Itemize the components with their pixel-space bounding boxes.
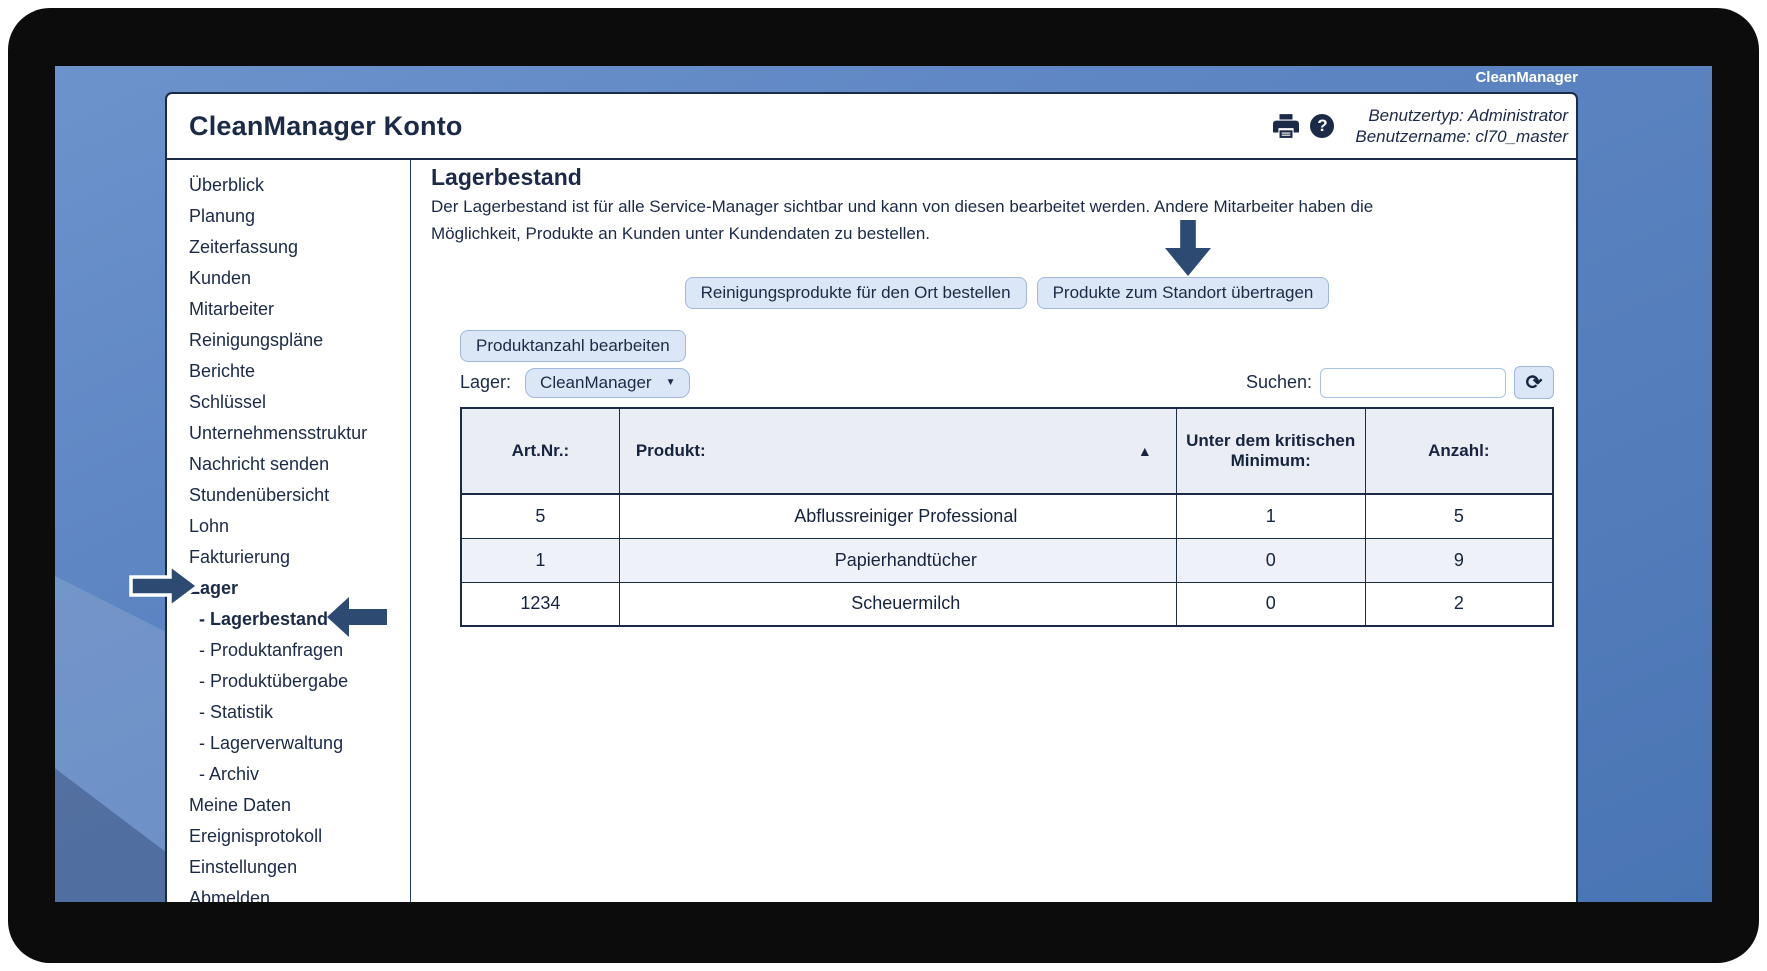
sidebar-item-mitarbeiter[interactable]: Mitarbeiter	[189, 299, 275, 319]
sidebar-item-zeiterfassung[interactable]: Zeiterfassung	[189, 237, 299, 257]
print-button[interactable]	[1273, 113, 1300, 139]
user-type: Benutzertyp: Administrator	[1368, 106, 1568, 125]
cell-minimum: 0	[1175, 537, 1366, 583]
desktop-background: CleanManager CleanManager Konto	[55, 66, 1712, 902]
header-artnr[interactable]: Art.Nr.:	[460, 407, 620, 495]
description-line-1: Der Lagerbestand ist für alle Service-Ma…	[431, 197, 1374, 216]
cell-anzahl: 2	[1364, 581, 1554, 627]
sidebar-item-lagerverwaltung[interactable]: - Lagerverwaltung	[199, 733, 344, 753]
sidebar-item-lagerbestand[interactable]: - Lagerbestand	[199, 609, 329, 629]
refresh-icon: ⟳	[1525, 372, 1543, 394]
header-kritisches-minimum[interactable]: Unter dem kritischen Minimum:	[1175, 407, 1366, 495]
window-header: CleanManager Konto ?	[167, 94, 1576, 160]
sidebar-item-reinigungsplaene[interactable]: Reinigungspläne	[189, 330, 324, 350]
inventory-table: Art.Nr.: Produkt: ▲ Unter dem kritischen…	[460, 407, 1554, 627]
sidebar-item-lohn[interactable]: Lohn	[189, 516, 230, 536]
sidebar-item-nachricht-senden[interactable]: Nachricht senden	[189, 454, 330, 474]
cell-produkt: Scheuermilch	[618, 581, 1177, 627]
lager-select-value: CleanManager	[540, 372, 652, 392]
section-description: Der Lagerbestand ist für alle Service-Ma…	[431, 193, 1576, 247]
cell-minimum: 1	[1175, 493, 1366, 539]
table-row: 1 Papierhandtücher 0 9	[460, 537, 1554, 583]
table-header-row: Art.Nr.: Produkt: ▲ Unter dem kritischen…	[460, 407, 1554, 495]
order-products-button[interactable]: Reinigungsprodukte für den Ort bestellen	[684, 277, 1027, 309]
cell-artnr: 5	[460, 493, 620, 539]
browser-brand-label: CleanManager	[1475, 69, 1578, 86]
cell-anzahl: 5	[1364, 493, 1554, 539]
refresh-button[interactable]: ⟳	[1514, 366, 1554, 399]
header-produkt-label: Produkt:	[635, 441, 706, 460]
sidebar-item-planung[interactable]: Planung	[189, 206, 256, 226]
sidebar-item-produktuebergabe[interactable]: - Produktübergabe	[199, 671, 349, 691]
main-content: Lagerbestand Der Lagerbestand ist für al…	[411, 160, 1576, 902]
sort-ascending-icon: ▲	[1137, 443, 1152, 459]
cell-anzahl: 9	[1364, 537, 1554, 583]
lager-annotation-arrow-icon	[129, 561, 201, 611]
sidebar-item-stundenuebersicht[interactable]: Stundenübersicht	[189, 485, 330, 505]
help-icon: ?	[1310, 114, 1335, 138]
header-produkt[interactable]: Produkt: ▲	[618, 407, 1177, 495]
sidebar-item-berichte[interactable]: Berichte	[189, 361, 256, 381]
app-window: CleanManager Konto ?	[165, 92, 1578, 902]
sidebar-item-fakturierung[interactable]: Fakturierung	[189, 547, 291, 567]
printer-icon	[1273, 114, 1300, 138]
sidebar-item-meine-daten[interactable]: Meine Daten	[189, 795, 292, 815]
cell-artnr: 1	[460, 537, 620, 583]
chevron-down-icon: ▼	[665, 377, 676, 388]
user-name: Benutzername: cl70_master	[1355, 127, 1568, 146]
header-anzahl[interactable]: Anzahl:	[1364, 407, 1554, 495]
edit-product-count-button[interactable]: Produktanzahl bearbeiten	[460, 330, 686, 362]
section-title: Lagerbestand	[431, 164, 582, 190]
cell-artnr: 1234	[460, 581, 620, 627]
sidebar-nav: Überblick Planung Zeiterfassung Kunden M…	[167, 160, 411, 902]
sidebar-item-ueberblick[interactable]: Überblick	[189, 175, 265, 195]
help-button[interactable]: ?	[1309, 113, 1335, 139]
sidebar-item-statistik[interactable]: - Statistik	[199, 702, 274, 722]
sidebar-item-archiv[interactable]: - Archiv	[199, 764, 260, 784]
cell-minimum: 0	[1175, 581, 1366, 627]
sidebar-item-schluessel[interactable]: Schlüssel	[189, 392, 267, 412]
lager-select[interactable]: CleanManager ▼	[525, 367, 691, 398]
sidebar-item-produktanfragen[interactable]: - Produktanfragen	[199, 640, 344, 660]
sidebar-item-unternehmensstruktur[interactable]: Unternehmensstruktur	[189, 423, 368, 443]
lager-label: Lager:	[460, 372, 512, 392]
lagerbestand-annotation-arrow-icon	[327, 597, 387, 637]
table-row: 1234 Scheuermilch 0 2	[460, 581, 1554, 627]
sidebar-item-einstellungen[interactable]: Einstellungen	[189, 857, 298, 877]
description-line-2: Möglichkeit, Produkte an Kunden unter Ku…	[431, 224, 931, 243]
sidebar-item-ereignisprotokoll[interactable]: Ereignisprotokoll	[189, 826, 323, 846]
sidebar-item-abmelden[interactable]: Abmelden	[189, 888, 271, 902]
screenshot-frame: CleanManager CleanManager Konto	[8, 8, 1759, 963]
sidebar-item-kunden[interactable]: Kunden	[189, 268, 252, 288]
search-label: Suchen:	[1245, 372, 1312, 392]
transfer-products-button[interactable]: Produkte zum Standort übertragen	[1036, 277, 1330, 309]
cell-produkt: Papierhandtücher	[618, 537, 1177, 583]
page-title: CleanManager Konto	[189, 110, 463, 141]
search-input[interactable]	[1320, 367, 1506, 398]
table-row: 5 Abflussreiniger Professional 1 5	[460, 493, 1554, 539]
user-info: Benutzertyp: Administrator Benutzername:…	[1355, 105, 1568, 147]
cell-produkt: Abflussreiniger Professional	[618, 493, 1177, 539]
sidebar-item-lager[interactable]: Lager	[189, 578, 239, 598]
